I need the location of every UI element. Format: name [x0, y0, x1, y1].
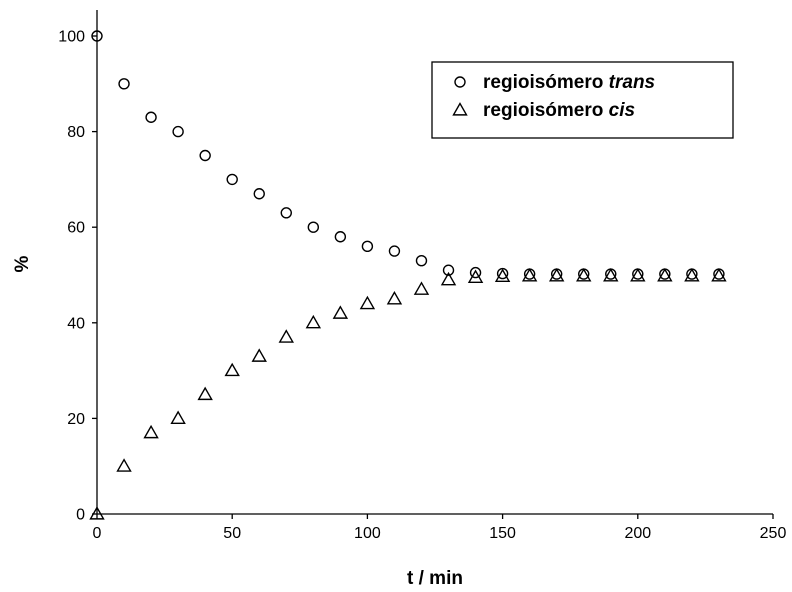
legend-label-italic: trans	[609, 72, 655, 93]
data-point-trans	[361, 240, 374, 253]
data-point-cis	[521, 268, 538, 282]
x-tick-label: 100	[354, 525, 381, 542]
legend-label-italic: cis	[609, 100, 635, 121]
x-tick-label: 250	[760, 525, 787, 542]
plot-area: 0 20 40 60 80 100 0 50 100 150 200 250	[58, 10, 786, 542]
data-point-cis	[143, 424, 159, 439]
data-markers	[89, 30, 727, 520]
data-point-trans	[307, 221, 320, 233]
legend-marker-circle	[454, 76, 466, 88]
data-point-cis	[359, 295, 376, 310]
y-tick-label: 80	[67, 124, 85, 141]
x-tick-label: 150	[489, 525, 516, 542]
data-point-trans	[118, 78, 130, 90]
x-axis-title: t / min	[407, 568, 463, 589]
data-point-trans	[199, 149, 211, 162]
data-point-cis	[630, 268, 646, 282]
legend-item: regioisómero trans	[454, 72, 655, 93]
data-point-trans	[469, 266, 482, 279]
legend-label-text: regioisómero	[483, 72, 609, 93]
data-point-cis	[197, 386, 213, 401]
legend-box	[431, 61, 734, 139]
data-point-trans	[226, 173, 238, 186]
legend-marker-triangle	[452, 102, 468, 116]
x-tick-label: 0	[93, 525, 102, 542]
x-tick-label: 200	[624, 525, 651, 542]
x-tick-label: 50	[223, 525, 241, 542]
legend-label: regioisómero cis	[483, 100, 635, 121]
data-point-cis	[576, 268, 592, 282]
legend-label: regioisómero trans	[483, 72, 655, 93]
data-point-cis	[684, 268, 700, 282]
data-point-cis	[278, 329, 294, 343]
data-point-cis	[548, 268, 565, 282]
data-point-cis	[224, 362, 240, 377]
data-point-trans	[91, 30, 103, 42]
data-point-cis	[170, 410, 186, 424]
data-point-cis	[440, 271, 457, 286]
data-point-cis	[467, 269, 484, 283]
y-tick-label: 40	[67, 315, 85, 332]
y-tick-label: 100	[58, 29, 85, 46]
data-point-trans	[253, 188, 265, 200]
data-point-cis	[305, 314, 322, 329]
y-axis-title: %	[12, 255, 33, 272]
y-tick-label: 60	[67, 220, 85, 237]
y-tick-label: 0	[76, 507, 85, 524]
data-point-cis	[89, 506, 105, 520]
data-point-trans	[442, 264, 455, 276]
data-point-cis	[657, 268, 673, 282]
y-ticks: 0 20 40 60 80 100	[58, 29, 97, 524]
data-point-cis	[413, 281, 430, 295]
data-point-cis	[386, 290, 403, 305]
data-point-trans	[172, 125, 184, 138]
legend-item: regioisómero cis	[452, 100, 635, 121]
data-point-cis	[711, 268, 727, 282]
data-point-cis	[494, 268, 511, 283]
series-cis	[89, 268, 727, 520]
data-point-trans	[388, 245, 401, 257]
x-ticks: 0 50 100 150 200 250	[93, 514, 787, 542]
data-point-cis	[332, 305, 349, 319]
data-point-cis	[251, 348, 267, 362]
data-point-trans	[280, 207, 292, 219]
data-point-trans	[415, 254, 428, 267]
data-point-cis	[116, 458, 132, 472]
y-tick-label: 20	[67, 411, 85, 428]
legend-label-text: regioisómero	[483, 100, 609, 121]
data-point-cis	[603, 268, 619, 282]
data-point-trans	[334, 231, 347, 243]
data-point-trans	[145, 111, 157, 123]
